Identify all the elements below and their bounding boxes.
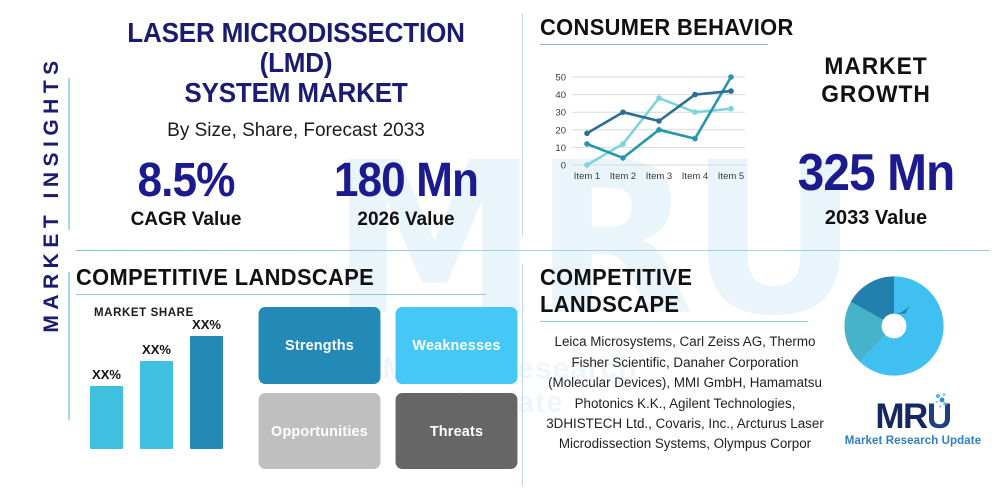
market-share-chart: MARKET SHARE XX% XX% XX% (76, 307, 252, 469)
horizontal-divider (76, 250, 990, 252)
competitive-landscape-left-heading: COMPETITIVE LANDSCAPE (76, 264, 375, 290)
stat-cagr-value: 8.5% (137, 153, 236, 207)
swot-weaknesses[interactable]: Weaknesses (395, 307, 518, 384)
svg-text:40: 40 (555, 90, 566, 101)
market-share-label: MARKET SHARE (94, 307, 194, 320)
markers-series-3 (584, 95, 734, 169)
title-panel: LASER MICRODISSECTION (LMD) SYSTEM MARKE… (76, 10, 516, 246)
mru-logo-tagline: Market Research Update (844, 435, 982, 447)
swot-grid: Strengths Weaknesses Opportunities Threa… (252, 307, 520, 470)
bar-value-3: XX% (192, 317, 221, 333)
swot-strengths-label: Strengths (285, 337, 354, 355)
market-growth-value: 325 Mn (797, 144, 956, 203)
bar-value-1: XX% (92, 367, 121, 383)
swot-weaknesses-label: Weaknesses (412, 337, 501, 355)
bar-item-3: XX% (190, 317, 223, 450)
rail-divider-top (68, 78, 70, 230)
svg-text:Item 5: Item 5 (718, 171, 744, 182)
company-list: Leica Microsystems, Carl Zeiss AG, Therm… (546, 334, 824, 452)
page-title-line2: SYSTEM MARKET (184, 77, 408, 109)
stat-cagr-label: CAGR Value (130, 209, 242, 231)
bar-rect-1 (90, 386, 123, 450)
svg-text:Item 2: Item 2 (610, 171, 636, 182)
chart-x-tick-labels: Item 1 Item 2 Item 3 Item 4 Item 5 (574, 171, 744, 182)
mru-logo: MRU Market Research Update (832, 393, 994, 447)
headline-stats: 8.5% CAGR Value 180 Mn 2026 Value (76, 153, 516, 231)
competitive-landscape-right-underline (540, 321, 808, 323)
svg-text:Item 4: Item 4 (682, 171, 708, 182)
svg-text:0: 0 (561, 161, 566, 172)
bar-rect-2 (140, 361, 173, 450)
market-share-bars: XX% XX% XX% (76, 317, 252, 450)
bar-item-2: XX% (140, 342, 173, 450)
page-title: LASER MICRODISSECTION (LMD) SYSTEM MARKE… (91, 10, 500, 109)
markers-series-2 (584, 74, 734, 162)
swot-strengths[interactable]: Strengths (258, 307, 381, 384)
consumer-behavior-line-chart: 50 40 30 20 10 0 (555, 73, 745, 182)
chart-y-tick-labels: 50 40 30 20 10 0 (555, 73, 566, 172)
stat-2026: 180 Mn 2026 Value (296, 153, 516, 231)
consumer-behavior-panel: CONSUMER BEHAVIOR 50 (540, 14, 990, 240)
market-growth-heading: MARKET GROWTH (821, 53, 931, 109)
mru-logo-u: U (926, 397, 952, 436)
svg-text:Item 3: Item 3 (646, 171, 672, 182)
svg-text:20: 20 (555, 126, 566, 137)
market-growth-label: 2033 Value (824, 207, 928, 230)
svg-text:Item 1: Item 1 (574, 171, 600, 182)
mru-logo-mark: MRU (875, 393, 952, 436)
competitive-landscape-right-heading: COMPETITIVE LANDSCAPE (540, 264, 693, 317)
competitive-landscape-right-panel: COMPETITIVE LANDSCAPE Leica Microsystems… (540, 264, 830, 488)
stat-2026-label: 2026 Value (357, 209, 455, 231)
swot-threats-label: Threats (429, 422, 484, 440)
donut-segment-b (844, 276, 944, 376)
swot-threats[interactable]: Threats (395, 392, 518, 470)
swot-opportunities-label: Opportunities (271, 422, 368, 440)
market-growth-block: MARKET GROWTH 325 Mn 2033 Value (762, 49, 990, 230)
competitive-landscape-left-underline (76, 294, 486, 296)
line-chart-container: 50 40 30 20 10 0 (540, 49, 762, 230)
competitive-landscape-left-panel: COMPETITIVE LANDSCAPE MARKET SHARE XX% X… (76, 264, 520, 488)
svg-text:30: 30 (555, 108, 566, 119)
bar-item-1: XX% (90, 367, 123, 450)
stat-2026-value: 180 Mn (333, 153, 479, 207)
rail-divider-bottom (68, 272, 70, 420)
donut-logo-area: MRU Market Research Update (832, 262, 994, 492)
market-insights-rail-label: MARKET INSIGHTS (40, 55, 63, 333)
line-series-2 (585, 76, 733, 160)
mru-logo-mr: MR (875, 397, 928, 436)
svg-text:10: 10 (555, 143, 566, 154)
consumer-behavior-underline (540, 44, 768, 46)
vertical-divider-top (522, 14, 524, 236)
donut-segment-c (844, 276, 944, 376)
page-title-line1: LASER MICRODISSECTION (LMD) (127, 17, 465, 79)
svg-text:50: 50 (555, 73, 566, 84)
bar-value-2: XX% (142, 342, 171, 358)
consumer-behavior-heading: CONSUMER BEHAVIOR (540, 14, 794, 40)
page-subtitle: By Size, Share, Forecast 2033 (167, 119, 425, 141)
stat-cagr: 8.5% CAGR Value (76, 153, 296, 231)
swot-opportunities[interactable]: Opportunities (258, 392, 381, 470)
markers-series-1 (584, 88, 734, 137)
bar-rect-3 (190, 336, 223, 450)
logo-bubbles-icon (935, 393, 947, 408)
vertical-divider-bottom (522, 264, 524, 486)
market-share-donut-chart (844, 276, 944, 376)
